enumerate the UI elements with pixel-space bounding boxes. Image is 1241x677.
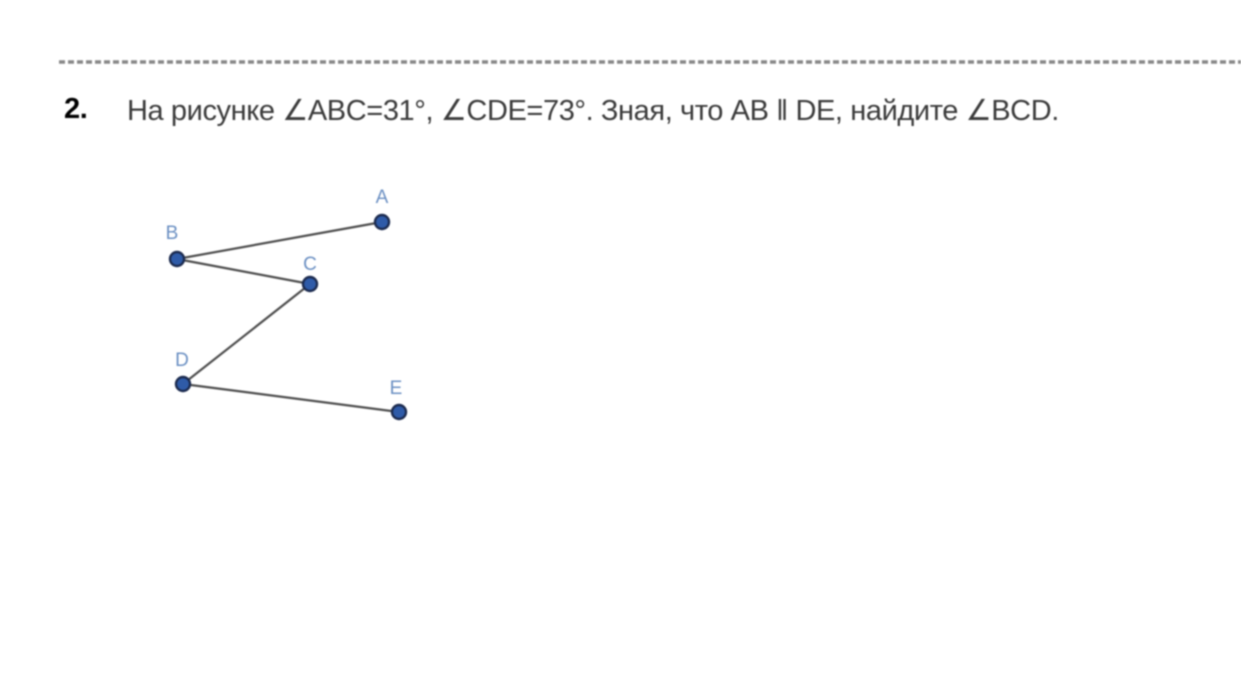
svg-text:C: C bbox=[303, 254, 317, 275]
svg-text:E: E bbox=[390, 378, 403, 399]
svg-text:A: A bbox=[376, 187, 389, 208]
svg-text:D: D bbox=[175, 350, 189, 371]
svg-text:B: B bbox=[166, 223, 179, 244]
